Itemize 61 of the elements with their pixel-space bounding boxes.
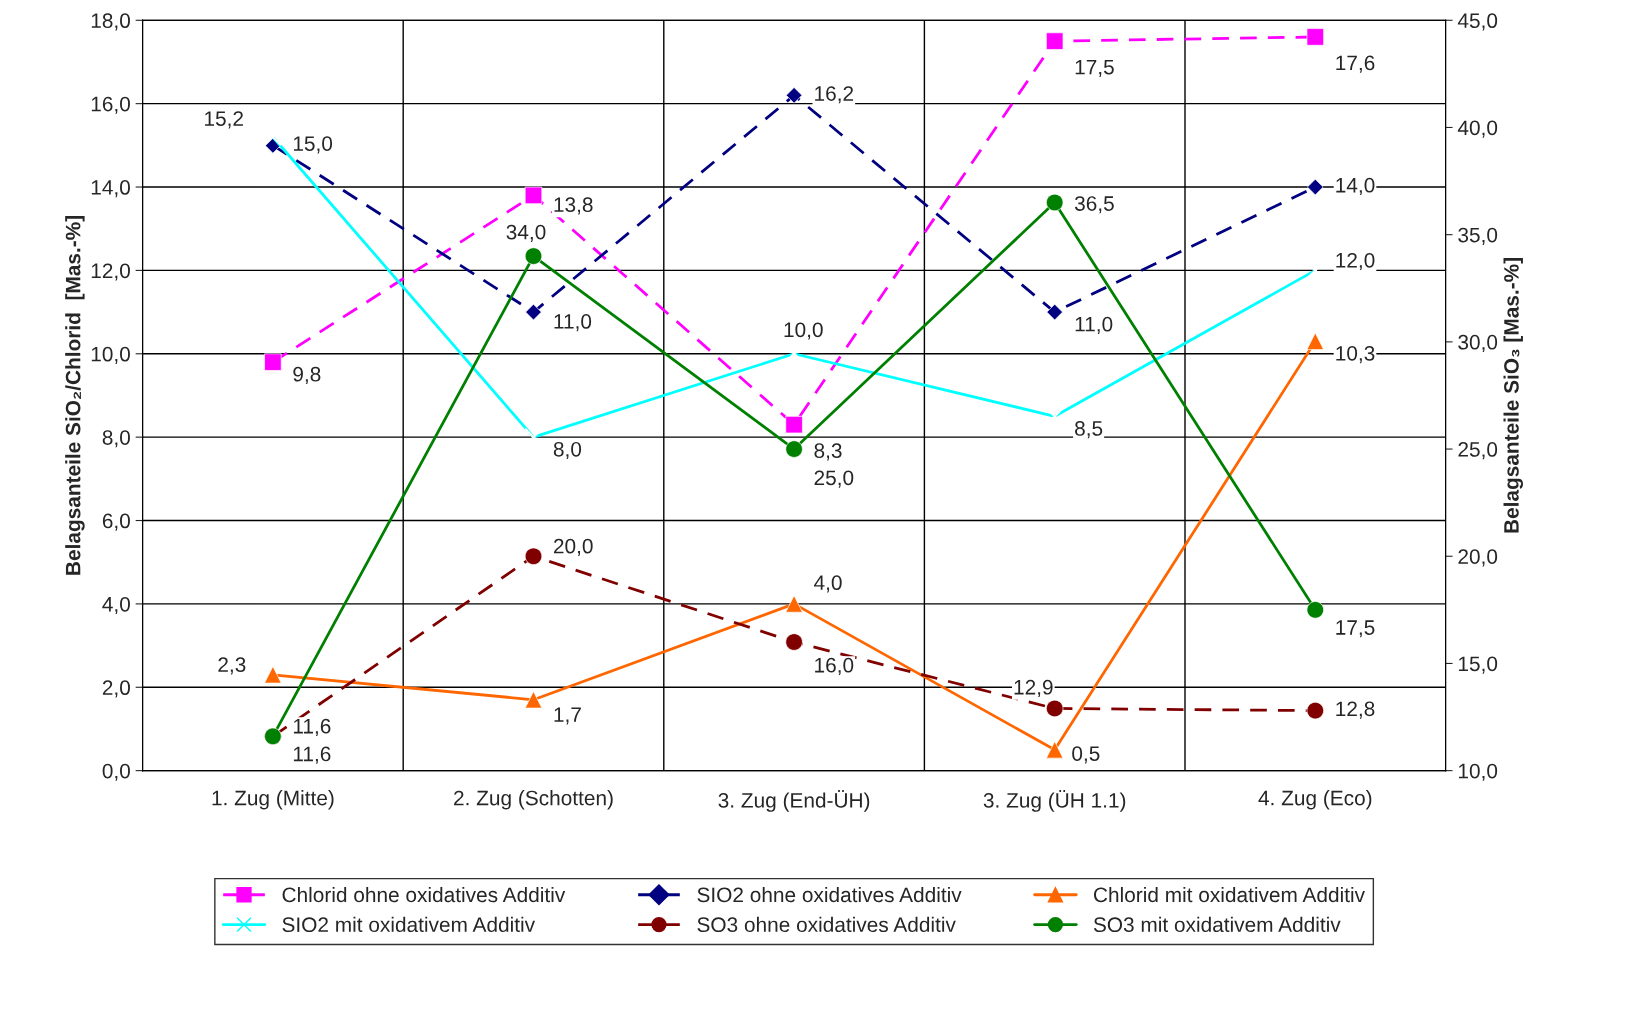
data-label: 0,5	[1072, 746, 1100, 764]
data-label: 10,0	[784, 322, 823, 340]
data-label: 11,6	[293, 746, 331, 764]
data-label: 14,0	[1336, 177, 1375, 196]
legend-label: SO3 mit oxidativem Additiv	[1093, 916, 1341, 933]
data-label: 13,8	[554, 197, 593, 215]
y2-tick-label: 35,0	[1458, 227, 1498, 245]
y-tick-label: 2,0	[102, 680, 130, 698]
legend-label: Chlorid ohne oxidatives Additiv	[282, 886, 566, 903]
data-label: 4,0	[814, 575, 842, 593]
data-label: 12,0	[1336, 252, 1375, 271]
data-label: 8,0	[553, 441, 582, 460]
data-label: 15,2	[205, 111, 243, 129]
data-label: 15,0	[293, 136, 333, 154]
y-axis-title: Belagsanteile SiO₂/Chlorid [Mas.-%]	[65, 216, 85, 575]
data-label: 34,0	[506, 224, 546, 242]
data-label: 16,0	[815, 657, 854, 676]
data-label: 25,0	[814, 470, 854, 488]
y2-axis-title: Belagsanteile SiO₃ [Mas.-%]	[1503, 258, 1524, 533]
x-tick-label: 3. Zug (ÜH 1.1)	[983, 790, 1126, 812]
data-label: 17,5	[1075, 59, 1114, 77]
data-label: 36,5	[1074, 196, 1114, 214]
data-label: 17,5	[1336, 620, 1375, 638]
data-label: 8,5	[1075, 421, 1103, 439]
y2-tick-label: 40,0	[1457, 120, 1498, 138]
data-label: 11,0	[554, 314, 592, 332]
data-label: 16,2	[815, 86, 854, 104]
y-tick-label: 6,0	[102, 513, 130, 531]
data-label: 1,7	[554, 707, 581, 725]
y-tick-label: 12,0	[91, 263, 130, 281]
y-tick-label: 18,0	[91, 13, 130, 31]
data-label: 2,3	[218, 657, 246, 675]
x-tick-label: 3. Zug (End-ÜH)	[718, 790, 870, 812]
x-tick-label: 4. Zug (Eco)	[1258, 790, 1372, 810]
y-tick-label: 0,0	[102, 763, 130, 781]
y2-tick-label: 20,0	[1458, 549, 1498, 567]
data-label: 12,9	[1014, 679, 1053, 698]
y2-tick-label: 25,0	[1458, 442, 1498, 460]
y2-tick-label: 30,0	[1458, 334, 1498, 353]
y2-tick-label: 10,0	[1458, 763, 1498, 781]
y-tick-label: 16,0	[91, 96, 130, 114]
data-label: 11,6	[293, 718, 331, 737]
data-label: 8,3	[814, 443, 842, 461]
y-tick-label: 8,0	[102, 430, 130, 448]
y2-tick-label: 45,0	[1457, 13, 1498, 31]
data-label: 10,3	[1336, 346, 1375, 364]
x-tick-label: 2. Zug (Schotten)	[454, 790, 613, 810]
legend-label: SIO2 ohne oxidatives Additiv	[697, 886, 962, 903]
data-label: 11,0	[1075, 316, 1113, 335]
y-tick-label: 14,0	[91, 180, 130, 198]
legend-label: Chlorid mit oxidativem Additiv	[1093, 886, 1365, 903]
data-label: 20,0	[553, 538, 593, 556]
legend-label: SO3 ohne oxidatives Additiv	[697, 916, 956, 933]
y-tick-label: 4,0	[102, 596, 130, 615]
data-label: 12,8	[1336, 701, 1375, 719]
y-tick-label: 10,0	[91, 346, 130, 364]
data-label: 9,8	[293, 366, 321, 385]
x-tick-label: 1. Zug (Mitte)	[212, 790, 334, 810]
data-label: 17,6	[1336, 55, 1375, 73]
y2-tick-label: 15,0	[1458, 656, 1498, 674]
legend-label: SIO2 mit oxidativem Additiv	[282, 916, 536, 933]
